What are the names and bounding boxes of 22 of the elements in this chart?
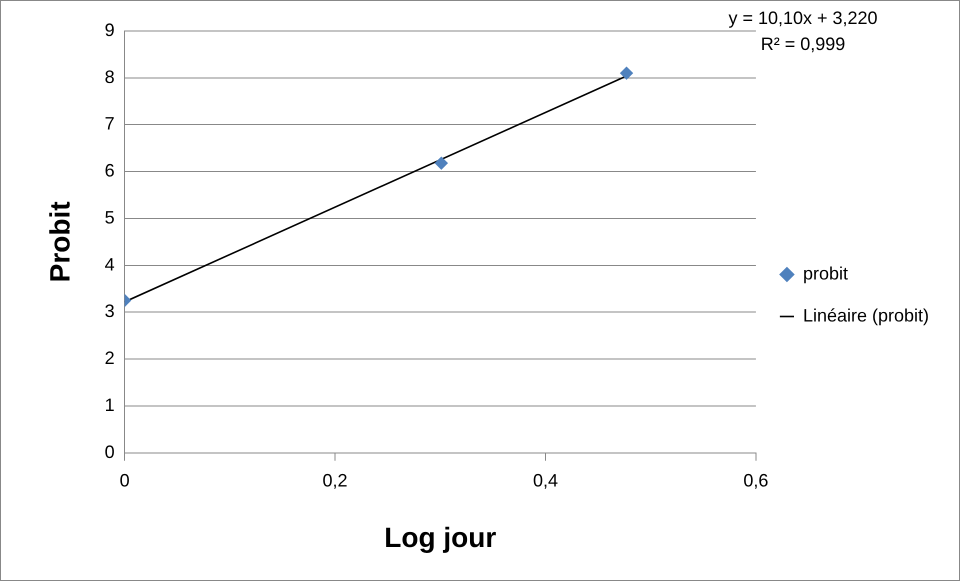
y-tick-label: 6 [104, 160, 115, 181]
x-tick-label: 0,4 [532, 470, 558, 491]
y-axis-title: Probit [44, 201, 76, 282]
y-tick-label: 7 [104, 114, 115, 134]
y-tick-label: 1 [104, 394, 115, 415]
y-tick-label: 4 [104, 254, 115, 274]
x-tick-label: 0,2 [322, 470, 348, 491]
text: R² = 0,999 [760, 34, 846, 54]
y-tick-label: 2 [104, 348, 115, 368]
point [434, 156, 448, 170]
y-tick-label: 0 [104, 442, 115, 462]
legend-label: Linéaire (probit) [802, 305, 929, 326]
y-tick-label: 8 [104, 66, 115, 87]
x-tick-label: 0 [120, 470, 130, 491]
legend-label: probit [802, 263, 848, 284]
y-tick-label: 3 [104, 301, 115, 322]
x-tick-label: 0,6 [743, 470, 768, 491]
y-tick-label: 9 [104, 20, 115, 40]
y-tick-label: 5 [104, 207, 115, 228]
text: y = 10,10x + 3,220 [728, 8, 878, 28]
point [620, 66, 634, 80]
x-axis-title: Log jour [384, 522, 496, 553]
